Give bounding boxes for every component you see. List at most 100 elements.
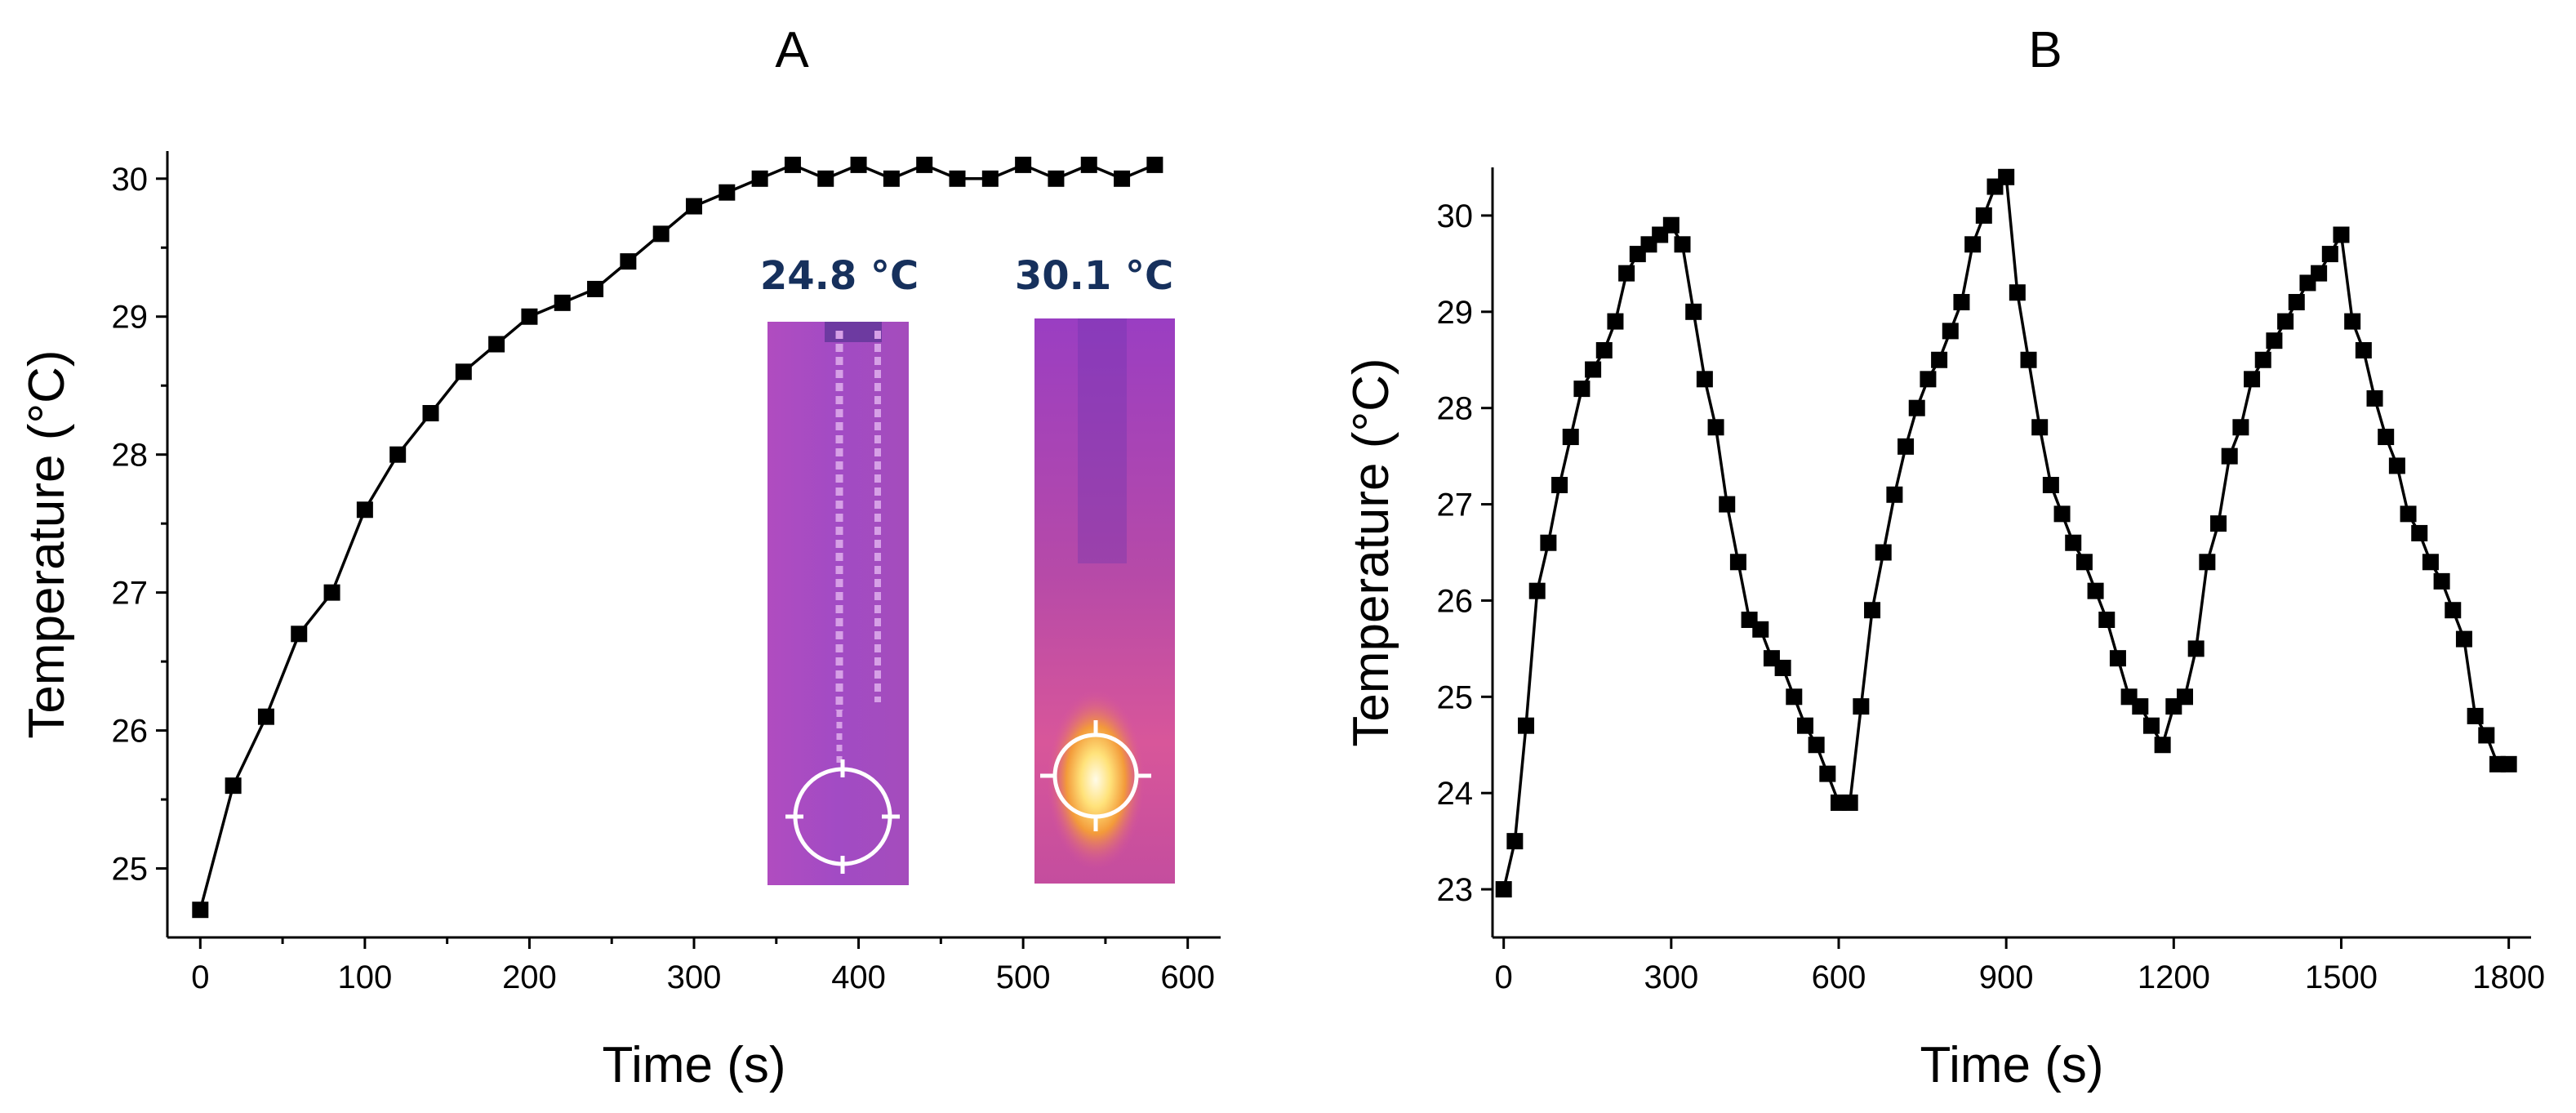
panel-b-data-point xyxy=(1529,583,1546,599)
panel-b-data-point xyxy=(1573,381,1590,397)
panel-b-data-point xyxy=(1697,371,1713,387)
panel-b-x-tick-label: 300 xyxy=(1644,959,1698,995)
panel-b-data-point xyxy=(2456,631,2472,648)
panel-a-data-point xyxy=(423,405,439,421)
panel-a-y-tick-label: 30 xyxy=(112,162,149,198)
panel-a-data-point xyxy=(686,198,702,215)
panel-b-data-point xyxy=(1663,217,1680,234)
panel-a-data-point xyxy=(324,585,340,601)
thermal-inset-hot: 30.1 °C xyxy=(1015,253,1175,884)
panel-b-y-tick-label: 29 xyxy=(1437,295,1474,331)
panel-b-data-point xyxy=(1853,698,1869,715)
panel-b-data-point xyxy=(2277,314,2293,330)
panel-b-data-point xyxy=(1518,718,1534,734)
panel-b-data-point xyxy=(1797,718,1813,734)
panel-b-data-point xyxy=(2389,457,2405,474)
panel-b-data-point xyxy=(2311,265,2327,282)
panel-a-thermal-insets: 24.8 °C 30.1 °C xyxy=(760,253,1175,885)
panel-a-data-point xyxy=(488,336,505,353)
panel-b-data-point xyxy=(1618,265,1635,282)
panel-b-data-point xyxy=(1752,621,1768,638)
panel-b-data-point xyxy=(1596,342,1613,358)
panel-a-x-tick-label: 600 xyxy=(1160,959,1215,995)
panel-b-data-point xyxy=(1964,236,1981,252)
panel-b-data-point xyxy=(2132,698,2148,715)
panel-b-data-point xyxy=(2031,419,2048,435)
panel-a-x-tick-label: 500 xyxy=(996,959,1051,995)
panel-a-data-point xyxy=(1015,157,1031,173)
panel-a-x-tick-label: 200 xyxy=(502,959,557,995)
panel-b-data-point xyxy=(2445,602,2461,618)
panel-b-x-tick-label: 1500 xyxy=(2305,959,2378,995)
panel-b-data-point xyxy=(2088,583,2104,599)
panel-b-x-tick-label: 600 xyxy=(1812,959,1866,995)
panel-a-y-tick-label: 25 xyxy=(112,852,149,888)
panel-b-x-axis-title: Time (s) xyxy=(1920,1037,2104,1093)
panel-a-data-point xyxy=(1081,157,1097,173)
panel-b-data-point xyxy=(1898,439,1914,455)
panel-a-data-point xyxy=(817,171,834,187)
thermal-image-cold-top xyxy=(825,322,882,342)
panel-b-data-point xyxy=(2434,573,2450,590)
panel-a-data-point xyxy=(258,709,274,725)
panel-b-data-point xyxy=(1551,477,1568,493)
panel-b-x-tick-label: 900 xyxy=(1979,959,2034,995)
panel-b-data-point xyxy=(2210,515,2227,532)
panel-a-data-point xyxy=(291,626,307,642)
panel-a-data-point xyxy=(851,157,867,173)
panel-b-data-point xyxy=(1708,419,1724,435)
panel-b-data-point xyxy=(2021,352,2037,368)
panel-a-data-point xyxy=(357,501,373,518)
panel-b-data-point xyxy=(1998,169,2014,185)
panel-b-data-point xyxy=(2199,554,2215,570)
panel-b-data-point xyxy=(1931,352,1947,368)
panel-b-data-point xyxy=(2009,284,2026,301)
panel-b-data-point xyxy=(1685,304,1702,320)
panel-b-data-point xyxy=(2222,448,2238,465)
panel-a-data-point xyxy=(620,253,636,269)
panel-b-data-point xyxy=(2423,554,2439,570)
panel-a-data-point xyxy=(719,185,735,201)
panel-a-data-point xyxy=(653,225,670,242)
inset-hot-label: 30.1 °C xyxy=(1015,253,1173,299)
panel-a-x-axis-title: Time (s) xyxy=(603,1037,786,1093)
panel-b-data-point xyxy=(1875,545,1892,561)
panel-b-data-point xyxy=(2266,332,2282,349)
panel-b-data-point xyxy=(2076,554,2093,570)
panel-b-data-point xyxy=(1842,795,1858,811)
panel-b-data-point xyxy=(2356,342,2372,358)
panel-a-y-tick-label: 27 xyxy=(112,576,149,612)
panel-b-data-point xyxy=(2054,505,2071,522)
panel-b-data-point xyxy=(2411,525,2427,541)
panel-b-y-axis-title: Temperature (°C) xyxy=(1343,358,1399,746)
panel-a-y-axis-title: Temperature (°C) xyxy=(19,349,75,738)
panel-b-data-point xyxy=(2478,727,2494,743)
panel-a-y-tick-label: 26 xyxy=(112,714,149,750)
panel-b-x-tick-label: 1200 xyxy=(2138,959,2210,995)
panel-a-data-point xyxy=(785,157,801,173)
figure-canvas: A B 0 100 200 300 400 500 600252627282930Time … xyxy=(0,0,2576,1113)
panel-b-data-point xyxy=(2188,640,2205,657)
panel-b-data-point xyxy=(1607,314,1623,330)
panel-b-data-point xyxy=(1953,294,1969,310)
panel-b-data-point xyxy=(2378,429,2394,445)
panel-a-x-tick-label: 400 xyxy=(831,959,886,995)
panel-b-y-tick-label: 25 xyxy=(1437,679,1474,715)
panel-a-data-point xyxy=(1048,171,1064,187)
panel-b-data-point xyxy=(1775,660,1791,676)
inset-cold-label: 24.8 °C xyxy=(760,253,919,299)
panel-b-data-point xyxy=(1809,737,1825,753)
panel-b-data-point xyxy=(1585,362,1601,378)
panel-a-data-point xyxy=(1146,157,1163,173)
panel-b-data-point xyxy=(2333,227,2349,243)
panel-b-data-point xyxy=(1786,688,1802,705)
panel-b-data-point xyxy=(2244,371,2260,387)
panel-b-data-point xyxy=(2143,718,2160,734)
panel-a-data-point xyxy=(456,363,472,380)
panel-b-plot: 0 300 600 900 1200 1500 1800 23 24 25 26 27 28 29 30 Ti… xyxy=(1343,167,2545,1093)
panel-b-y-tick-label: 24 xyxy=(1437,776,1474,812)
panel-a-x-tick-label: 0 xyxy=(191,959,209,995)
panel-b-data-point xyxy=(1909,400,1925,416)
panel-a-data-point xyxy=(752,171,768,187)
panel-b-data-point xyxy=(1864,602,1880,618)
